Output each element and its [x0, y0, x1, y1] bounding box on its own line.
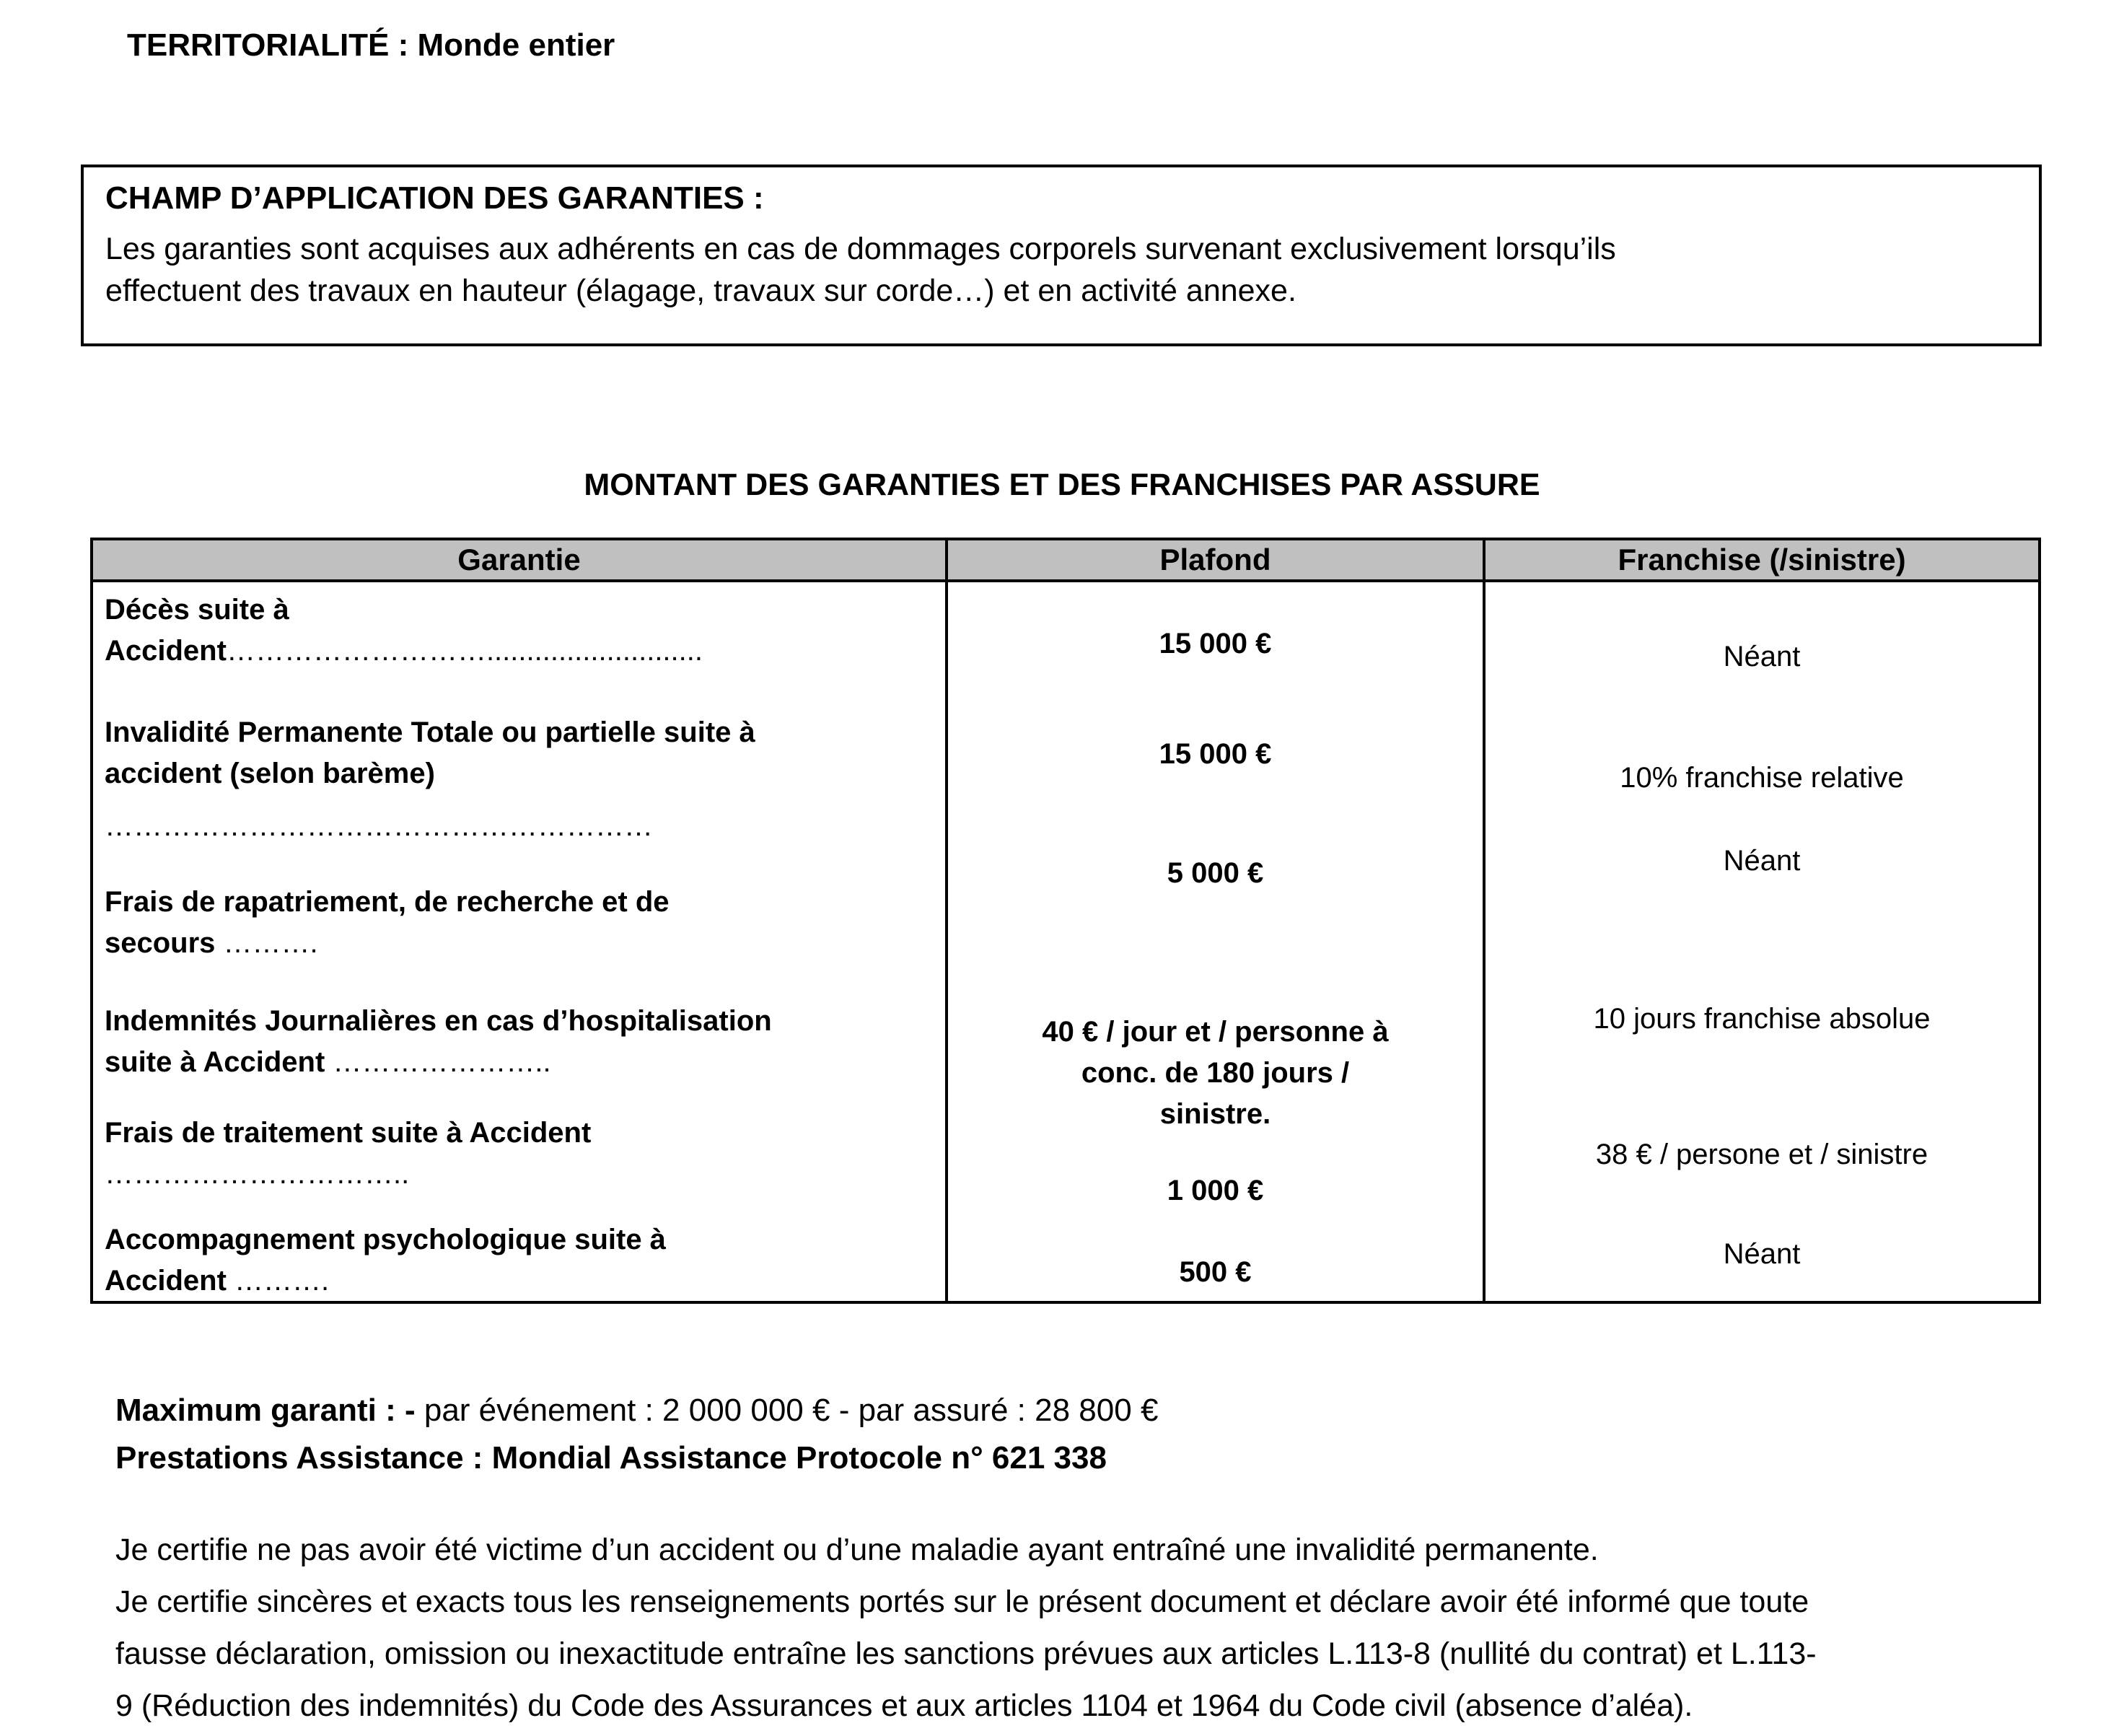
- dotted-leader: …………………………………………………: [105, 810, 653, 842]
- franchise-value: 10% franchise relative: [1620, 762, 1904, 794]
- garantie-line: Accident……………………….......................…: [105, 631, 934, 672]
- table-title: MONTANT DES GARANTIES ET DES FRANCHISES …: [584, 468, 1540, 502]
- plafond-value: 1 000 €: [1167, 1175, 1264, 1206]
- plafond-value: 500 €: [1179, 1256, 1252, 1288]
- garantie-item-invalidite: Invalidité Permanente Totale ou partiell…: [105, 712, 934, 794]
- certification-paragraph: Je certifie ne pas avoir été victime d’u…: [115, 1524, 1817, 1732]
- table-header-row: Garantie Plafond Franchise (/sinistre): [90, 538, 2041, 582]
- franchise-value: 10 jours franchise absolue: [1593, 1003, 1931, 1035]
- certification-line: Je certifie ne pas avoir été victime d’u…: [115, 1533, 1599, 1567]
- garantie-line: Invalidité Permanente Totale ou partiell…: [105, 716, 755, 748]
- garantie-line: accident (selon barème): [105, 758, 435, 789]
- maximum-guarantee-line: Maximum garanti : - par événement : 2 00…: [115, 1387, 1158, 1434]
- certification-line: Je certifie sincères et exacts tous les …: [115, 1584, 1809, 1619]
- garantie-item-traitement: Frais de traitement suite à Accident …………: [105, 1113, 934, 1195]
- guarantees-table: Garantie Plafond Franchise (/sinistre) D…: [90, 538, 2041, 1304]
- plafond-value: 5 000 €: [1167, 857, 1264, 889]
- garantie-item-indemnites: Indemnités Journalières en cas d’hospita…: [105, 1001, 934, 1083]
- column-header-plafond: Plafond: [945, 538, 1486, 582]
- garantie-line: Frais de rapatriement, de recherche et d…: [105, 886, 670, 918]
- dotted-leader: …………………………..: [105, 1158, 410, 1190]
- garantie-item-accompagnement: Accompagnement psychologique suite à Acc…: [105, 1219, 934, 1302]
- garantie-column-cell: Décès suite à Accident……………………….........…: [90, 579, 948, 1304]
- franchise-value: Néant: [1723, 641, 1801, 672]
- summary-block: Maximum garanti : - par événement : 2 00…: [115, 1387, 1158, 1482]
- garantie-line: suite à Accident …………………..: [105, 1042, 934, 1083]
- garantie-text: Accident: [105, 1265, 235, 1297]
- plafond-value-line: conc. de 180 jours /: [1081, 1057, 1350, 1089]
- garantie-dotted-line: …………………………………………………: [105, 806, 934, 847]
- franchise-value: 38 € / persone et / sinistre: [1595, 1139, 1928, 1170]
- maximum-guarantee-label: Maximum garanti : -: [115, 1393, 424, 1428]
- territoriality-heading: TERRITORIALITÉ : Monde entier: [127, 27, 615, 63]
- plafond-value-line: 40 € / jour et / personne à: [1042, 1016, 1389, 1048]
- franchise-column-cell: Néant 10% franchise relative Néant 10 jo…: [1483, 579, 2041, 1304]
- plafond-column-cell: 15 000 € 15 000 € 5 000 € 40 € / jour et…: [945, 579, 1486, 1304]
- scope-box-text-line: Les garanties sont acquises aux adhérent…: [105, 232, 1616, 266]
- scope-box: CHAMP D’APPLICATION DES GARANTIES : Les …: [81, 165, 2042, 346]
- franchise-value: Néant: [1723, 845, 1801, 877]
- plafond-value: 40 € / jour et / personne à conc. de 180…: [948, 1012, 1483, 1135]
- franchise-value: Néant: [1723, 1238, 1801, 1270]
- garantie-line: Frais de traitement suite à Accident: [105, 1117, 592, 1149]
- garantie-text: secours: [105, 927, 224, 959]
- plafond-value: 15 000 €: [1159, 628, 1272, 659]
- dotted-leader: …………………..: [333, 1046, 551, 1078]
- assistance-line: Prestations Assistance : Mondial Assista…: [115, 1440, 1107, 1476]
- garantie-line: Décès suite à: [105, 594, 289, 626]
- garantie-text: Accident: [105, 635, 227, 667]
- garantie-line: secours ……….: [105, 923, 934, 964]
- plafond-value: 15 000 €: [1159, 738, 1272, 770]
- table-body-row: Décès suite à Accident……………………….........…: [90, 579, 2041, 1304]
- column-header-franchise: Franchise (/sinistre): [1483, 538, 2041, 582]
- certification-line: 9 (Réduction des indemnités) du Code des…: [115, 1688, 1693, 1723]
- scope-box-text-line: effectuent des travaux en hauteur (élaga…: [105, 273, 1296, 308]
- column-header-garantie: Garantie: [90, 538, 948, 582]
- dotted-leader: ………………………...........................: [226, 635, 703, 667]
- garantie-line: Indemnités Journalières en cas d’hospita…: [105, 1005, 772, 1037]
- dotted-leader: ……….: [223, 927, 318, 959]
- certification-line: fausse déclaration, omission ou inexacti…: [115, 1636, 1817, 1671]
- scope-box-title: CHAMP D’APPLICATION DES GARANTIES :: [105, 180, 764, 216]
- garantie-item-rapatriement: Frais de rapatriement, de recherche et d…: [105, 882, 934, 964]
- maximum-guarantee-values: par événement : 2 000 000 € - par assuré…: [424, 1393, 1159, 1428]
- garantie-text: suite à Accident: [105, 1046, 333, 1078]
- garantie-line: Accident ……….: [105, 1261, 934, 1302]
- plafond-value-line: sinistre.: [1159, 1098, 1271, 1130]
- dotted-leader: ……….: [234, 1265, 330, 1297]
- garantie-line: Accompagnement psychologique suite à: [105, 1224, 666, 1255]
- garantie-item-deces: Décès suite à Accident……………………….........…: [105, 589, 934, 672]
